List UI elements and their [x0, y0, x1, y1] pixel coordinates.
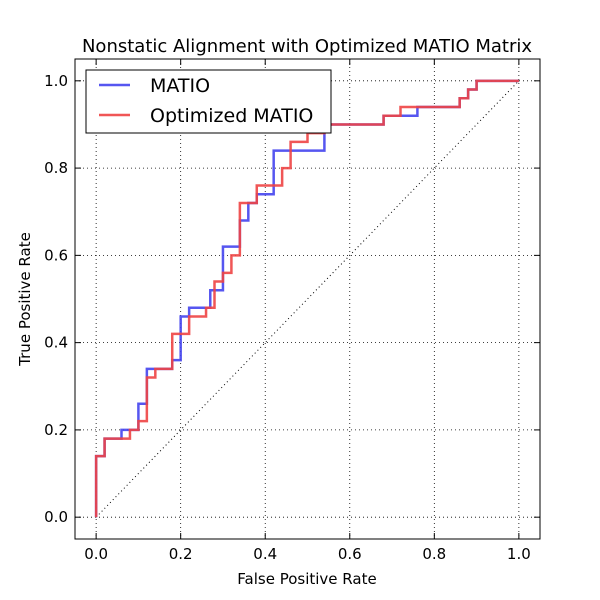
x-axis-label: False Positive Rate: [237, 570, 376, 588]
x-tick-label: 0.4: [253, 545, 277, 563]
legend-label-optimized-matio: Optimized MATIO: [150, 105, 313, 127]
series-lines: [94, 79, 519, 518]
plot-frame: [74, 58, 541, 540]
y-axis-label: True Positive Rate: [16, 232, 34, 367]
x-tick-label: 0.0: [84, 545, 108, 563]
y-tick-label: 0.4: [44, 334, 68, 352]
x-tick-label: 0.6: [338, 545, 362, 563]
y-tick-label: 0.6: [44, 246, 68, 264]
x-tick-label: 0.2: [169, 545, 193, 563]
x-tick-label: 0.8: [422, 545, 446, 563]
legend-label-matio: MATIO: [150, 75, 210, 97]
y-tick-label: 0.8: [44, 159, 68, 177]
series-line-optimized-matio: [94, 79, 519, 518]
chart-title: Nonstatic Alignment with Optimized MATIO…: [82, 36, 532, 57]
y-tick-label: 1.0: [44, 72, 68, 90]
legend-box: [85, 69, 332, 134]
y-tick-label: 0.0: [44, 508, 68, 526]
axis-ticks: 0.0 0.2 0.4 0.6 0.8 1.0 0.0 0.2 0.4 0.6 0.8 1.0: [44, 59, 540, 563]
legend: MATIO Optimized MATIO: [85, 69, 332, 134]
x-tick-label: 1.0: [507, 545, 531, 563]
y-tick-label: 0.2: [44, 421, 68, 439]
